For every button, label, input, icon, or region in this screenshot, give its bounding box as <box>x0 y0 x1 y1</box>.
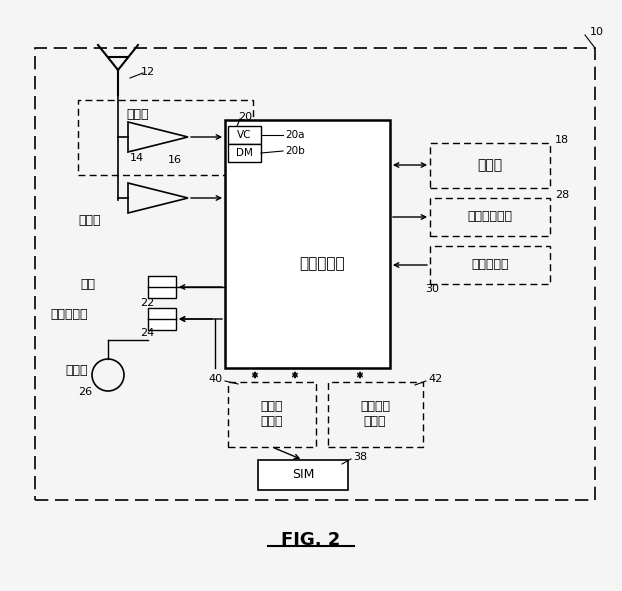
Text: プロセッサ: プロセッサ <box>299 256 345 271</box>
Text: ベル: ベル <box>80 278 95 291</box>
Text: 16: 16 <box>168 155 182 165</box>
Text: センサ: センサ <box>478 158 503 172</box>
Bar <box>258 460 348 490</box>
Text: ディスプレイ: ディスプレイ <box>468 210 513 223</box>
Bar <box>78 100 253 175</box>
Text: 受信器: 受信器 <box>79 213 101 226</box>
Bar <box>430 143 550 188</box>
Bar <box>228 126 261 144</box>
Bar <box>148 308 176 330</box>
Text: 22: 22 <box>140 298 154 308</box>
Bar <box>430 246 550 284</box>
Text: 14: 14 <box>130 153 144 163</box>
Bar <box>430 198 550 236</box>
Text: 30: 30 <box>425 284 439 294</box>
Bar <box>148 276 176 298</box>
Text: 24: 24 <box>140 328 154 338</box>
Text: FIG. 2: FIG. 2 <box>281 531 341 549</box>
Text: マイク: マイク <box>65 363 88 376</box>
Bar <box>228 382 316 447</box>
Bar <box>225 120 390 368</box>
Text: 20a: 20a <box>285 130 305 140</box>
Text: 26: 26 <box>78 387 92 397</box>
Text: DM: DM <box>236 148 253 158</box>
Text: VC: VC <box>237 130 251 140</box>
Text: 欞発性
メモリ: 欞発性 メモリ <box>261 400 283 428</box>
Text: 18: 18 <box>555 135 569 145</box>
Bar <box>35 48 595 500</box>
Text: 20: 20 <box>238 112 252 122</box>
Text: 40: 40 <box>209 374 223 384</box>
Text: 送信器: 送信器 <box>127 108 149 121</box>
Text: 38: 38 <box>353 452 367 462</box>
Text: 10: 10 <box>590 27 604 37</box>
Text: スピーカー: スピーカー <box>50 309 88 322</box>
Text: 不欞発性
メモリ: 不欞発性 メモリ <box>360 400 390 428</box>
Text: 20b: 20b <box>285 146 305 156</box>
Bar <box>328 382 423 447</box>
Text: SIM: SIM <box>292 469 314 482</box>
Text: 12: 12 <box>141 67 155 77</box>
Text: 42: 42 <box>428 374 442 384</box>
Text: キーパッド: キーパッド <box>471 258 509 271</box>
Bar <box>228 144 261 162</box>
Text: 28: 28 <box>555 190 569 200</box>
